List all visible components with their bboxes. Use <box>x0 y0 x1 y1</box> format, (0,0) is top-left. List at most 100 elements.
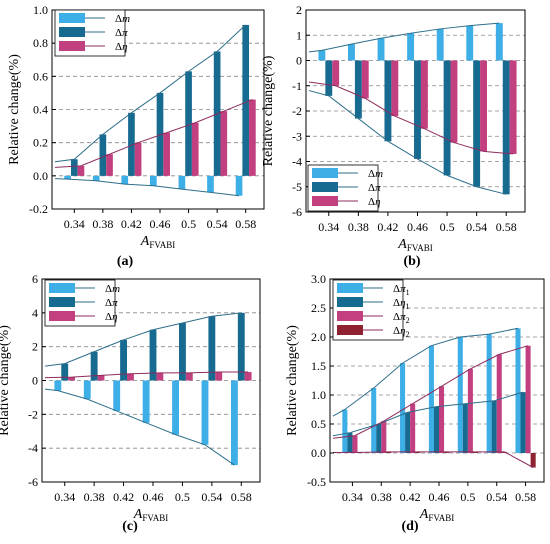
bar-a-Δπ-0.5 <box>185 71 192 176</box>
bar-d-Δπ2-0.34 <box>352 435 358 453</box>
trend-line-d-Δη1 <box>332 391 524 437</box>
legend-b: Δm Δπ Δη <box>307 164 383 212</box>
bar-a-Δη-0.58 <box>249 99 256 176</box>
trend-line-b-Δm <box>308 22 500 53</box>
bar-c-Δπ-0.42 <box>120 339 128 381</box>
ytick-label-a-5: 0.8 <box>33 36 48 50</box>
bar-c-Δm-0.58 <box>230 380 238 466</box>
legend-swatch-Δη <box>59 41 85 51</box>
bar-b-Δπ-0.58 <box>502 60 510 195</box>
bar-d-Δη1-0.58 <box>520 392 526 453</box>
bar-b-Δη-0.34 <box>332 60 340 86</box>
xtick-label-c-0.38: 0.38 <box>84 490 105 504</box>
legend-swatch-Δη2 <box>337 325 363 335</box>
bar-c-Δη-0.54 <box>215 372 223 381</box>
ytick-label-b-4: -2 <box>292 104 302 118</box>
xtick-label-d-0.5: 0.5 <box>460 490 475 504</box>
bar-b-Δη-0.54 <box>480 60 487 152</box>
bar-d-Δπ1-0.34 <box>342 409 348 453</box>
bar-a-Δη-0.42 <box>134 142 142 176</box>
xtick-label-a-0.46: 0.46 <box>150 217 171 231</box>
x-axis-label-c: AFVABI <box>133 507 168 523</box>
legend-c: Δm Δπ Δη <box>44 279 120 327</box>
bar-d-Δπ1-0.58 <box>515 328 521 453</box>
trend-line-a-Δm <box>54 178 240 197</box>
x-axis-label-d: AFVABI <box>419 507 454 523</box>
xtick-label-d-0.34: 0.34 <box>342 490 363 504</box>
xtick-label-d-0.46: 0.46 <box>429 490 450 504</box>
ytick-label-c-6: 6 <box>32 272 38 286</box>
bar-a-Δη-0.5 <box>191 122 199 176</box>
bar-b-Δπ-0.46 <box>414 60 421 159</box>
ytick-label-c-0: -6 <box>28 475 38 489</box>
xtick-label-c-0.5: 0.5 <box>175 490 190 504</box>
ytick-label-b-7: 1 <box>296 28 302 42</box>
y-axis-label-a: Relative change(%) <box>7 54 22 165</box>
bar-b-Δπ-0.54 <box>473 60 481 187</box>
trend-line-c-Δπ <box>44 312 242 367</box>
legend-label-Δm: Δm <box>368 168 383 180</box>
ytick-label-a-4: 0.6 <box>33 69 48 83</box>
bar-d-Δη1-0.54 <box>491 400 497 453</box>
xtick-label-a-0.58: 0.58 <box>235 217 256 231</box>
bar-d-Δπ2-0.46 <box>439 386 445 453</box>
trend-line-c-Δη <box>44 371 249 379</box>
panel-label-d: (d) <box>401 519 418 534</box>
bar-d-Δη1-0.38 <box>376 424 382 453</box>
bar-c-Δη-0.34 <box>68 377 76 381</box>
legend-label-Δπ1: Δπ1 <box>393 283 410 297</box>
bar-b-Δm-0.54 <box>466 25 474 61</box>
legend-label-Δη: Δη <box>105 311 118 323</box>
legend-label-Δπ: Δπ <box>368 182 381 194</box>
bar-b-Δη-0.5 <box>450 60 458 143</box>
legend-label-Δπ: Δπ <box>105 297 118 309</box>
bar-b-Δm-0.34 <box>318 50 326 61</box>
ytick-label-a-2: 0.2 <box>33 136 48 150</box>
bar-d-Δπ2-0.5 <box>467 368 473 453</box>
bar-c-Δm-0.5 <box>172 380 179 435</box>
ytick-label-d-3: 1.0 <box>311 388 326 402</box>
xtick-label-b-0.46: 0.46 <box>407 220 428 234</box>
trend-line-d-Δπ1 <box>332 327 519 417</box>
legend-label-Δη: Δη <box>368 196 381 208</box>
bar-d-Δη2-0.42 <box>415 451 421 453</box>
legend-label-Δη2: Δη2 <box>393 325 410 339</box>
bar-b-Δm-0.5 <box>436 28 444 61</box>
bar-c-Δm-0.46 <box>142 380 150 423</box>
bar-a-Δm-0.54 <box>207 175 214 193</box>
legend-label-Δm: Δm <box>115 13 130 25</box>
bar-d-Δπ1-0.38 <box>371 388 377 453</box>
x-axis-label-b: AFVABI <box>397 237 432 253</box>
ytick-label-b-2: -4 <box>292 155 302 169</box>
legend-swatch-Δπ <box>312 182 338 192</box>
legend-label-Δπ2: Δπ2 <box>393 311 410 325</box>
legend-a: Δm Δπ Δη <box>54 9 130 57</box>
bar-d-Δπ1-0.54 <box>486 334 492 453</box>
xtick-label-b-0.58: 0.58 <box>496 220 517 234</box>
xtick-label-c-0.54: 0.54 <box>201 490 222 504</box>
xtick-label-a-0.54: 0.54 <box>207 217 228 231</box>
bar-c-Δπ-0.46 <box>149 329 157 381</box>
chart-d: -0.5 0.0 0.5 1.0 1.5 2.0 2.5 3.0 0.34 0.38 0.42 0.4… <box>285 272 545 534</box>
legend-swatch-Δπ <box>59 27 85 37</box>
bar-d-Δη2-0.5 <box>472 451 478 453</box>
panel-label-c: (c) <box>122 519 138 534</box>
bar-d-Δπ2-0.54 <box>496 354 502 453</box>
trend-line-a-Δπ <box>54 24 247 163</box>
y-axis-label-b: Relative change(%) <box>261 55 276 166</box>
bar-c-Δm-0.34 <box>54 380 62 391</box>
bar-a-Δπ-0.34 <box>70 159 78 176</box>
xtick-label-d-0.42: 0.42 <box>400 490 421 504</box>
bar-d-Δπ2-0.58 <box>525 345 531 453</box>
bar-b-Δm-0.58 <box>495 23 503 61</box>
ytick-label-c-1: -4 <box>28 441 38 455</box>
bar-b-Δη-0.46 <box>420 60 428 129</box>
bar-d-Δη1-0.46 <box>433 406 439 453</box>
bar-d-Δπ1-0.42 <box>400 363 406 453</box>
xtick-label-d-0.54: 0.54 <box>486 490 507 504</box>
trend-line-b-Δπ <box>308 90 507 195</box>
bar-a-Δm-0.46 <box>150 175 157 186</box>
bar-d-Δη1-0.42 <box>405 412 411 453</box>
